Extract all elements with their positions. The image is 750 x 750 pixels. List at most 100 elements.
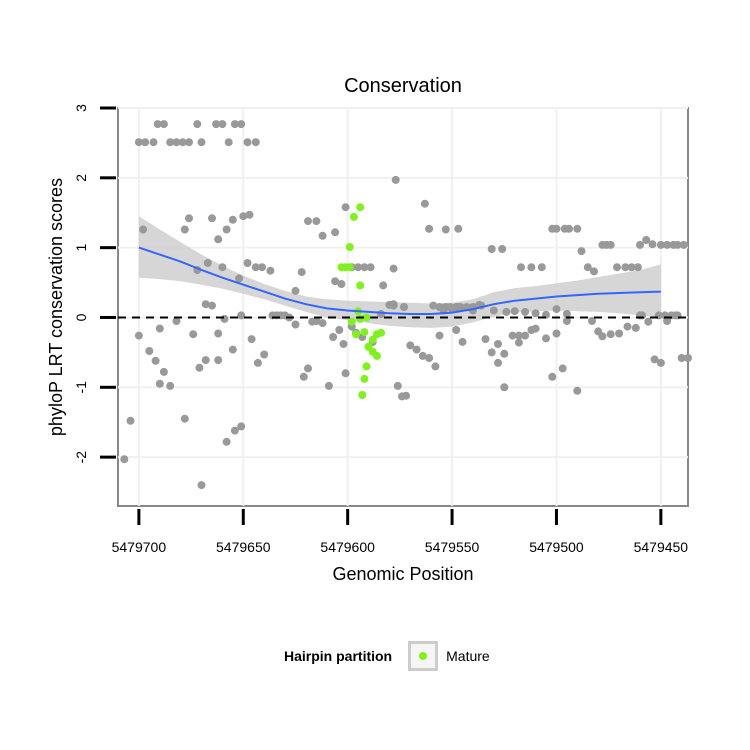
data-point <box>214 329 223 338</box>
data-point <box>195 363 204 372</box>
data-point <box>166 138 175 147</box>
smooth-line-group <box>138 246 661 315</box>
data-point <box>650 355 659 364</box>
data-point <box>341 203 350 212</box>
data-point <box>149 138 158 147</box>
data-point <box>615 329 624 338</box>
data-point-mature <box>372 351 381 360</box>
data-point <box>606 240 615 249</box>
data-point <box>420 199 429 208</box>
data-point <box>679 240 688 249</box>
data-point <box>514 338 523 347</box>
data-point-mature <box>360 374 369 383</box>
data-point <box>180 225 189 234</box>
data-point <box>201 356 210 365</box>
data-point <box>141 138 150 147</box>
data-point <box>642 236 651 244</box>
data-point <box>663 240 672 249</box>
data-point <box>318 231 327 240</box>
data-point-mature <box>349 212 358 221</box>
data-point <box>531 309 540 318</box>
data-point <box>243 259 252 267</box>
data-point <box>312 317 321 325</box>
legend-mature-dot <box>419 652 428 660</box>
data-point <box>558 364 567 373</box>
data-point <box>172 138 181 147</box>
data-point <box>237 422 246 431</box>
y-tick-label: 1 <box>73 244 89 252</box>
data-point <box>258 263 267 272</box>
data-point-mature <box>345 243 354 251</box>
data-point <box>573 386 582 395</box>
data-point <box>527 263 536 272</box>
data-point <box>354 263 363 272</box>
data-point <box>324 381 333 390</box>
data-point <box>391 175 400 184</box>
data-point <box>197 481 206 490</box>
data-point <box>201 300 210 309</box>
data-point <box>360 263 369 272</box>
data-point <box>598 332 607 341</box>
data-point <box>145 347 154 355</box>
data-point <box>299 372 308 381</box>
data-point <box>577 247 586 256</box>
data-point <box>452 326 461 334</box>
data-point-mature <box>358 391 367 399</box>
data-point <box>153 120 162 129</box>
data-point <box>220 314 229 323</box>
data-point <box>126 416 135 425</box>
data-point <box>400 303 408 311</box>
data-point <box>318 319 327 328</box>
data-point <box>521 307 530 316</box>
data-point <box>548 372 557 381</box>
data-point <box>562 317 571 325</box>
data-point <box>245 210 254 219</box>
data-point <box>542 334 550 343</box>
data-point <box>494 340 502 348</box>
data-point <box>214 356 223 365</box>
data-point <box>166 381 175 390</box>
data-point <box>573 224 582 233</box>
data-point <box>648 240 657 249</box>
data-point <box>151 356 160 365</box>
data-point <box>239 212 248 221</box>
data-point <box>627 263 636 272</box>
data-point <box>212 120 221 129</box>
data-point <box>418 351 427 360</box>
data-point <box>631 323 640 332</box>
data-point <box>266 266 275 275</box>
data-point <box>458 337 467 346</box>
data-point <box>178 138 187 147</box>
data-point <box>552 329 561 338</box>
data-point-mature <box>345 263 354 272</box>
data-point <box>454 224 463 233</box>
x-axis: 5479700 5479650 5479600 5479550 5479500 54794… <box>112 509 688 555</box>
data-point <box>197 138 206 147</box>
y-axis-label: phyloP LRT conservation scores <box>46 178 66 436</box>
smooth-line <box>138 246 661 315</box>
data-point <box>425 354 434 362</box>
data-point <box>251 138 260 147</box>
data-point <box>237 120 246 129</box>
data-point <box>253 358 262 367</box>
data-point <box>583 263 592 272</box>
data-point <box>588 317 596 325</box>
data-point <box>684 354 692 362</box>
data-point <box>562 310 571 318</box>
data-point <box>656 240 665 249</box>
y-tick-label: -2 <box>73 451 89 464</box>
y-axis: -2 -1 0 1 2 3 <box>73 104 116 463</box>
data-point <box>510 307 519 316</box>
x-tick-label: 5479700 <box>112 539 167 555</box>
data-point <box>208 214 216 223</box>
data-point <box>230 426 239 435</box>
data-point <box>312 217 321 226</box>
data-point <box>487 245 496 253</box>
data-point <box>185 138 193 147</box>
data-point <box>521 331 530 340</box>
data-point <box>633 263 642 272</box>
y-tick-label: -1 <box>73 381 89 394</box>
data-point <box>235 274 244 283</box>
data-point <box>514 331 523 340</box>
data-point <box>329 333 338 341</box>
